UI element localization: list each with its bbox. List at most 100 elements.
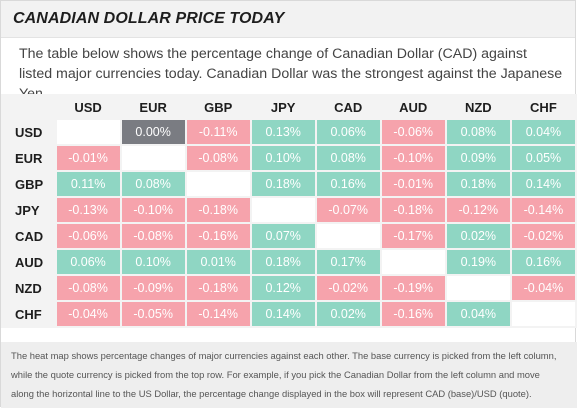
heatmap-footnote: The heat map shows percentage changes of… (1, 342, 577, 408)
heatmap-cell-chf-chf (511, 302, 575, 326)
widget-header: CANADIAN DOLLAR PRICE TODAY (1, 1, 575, 38)
heatmap-cell-aud-chf: 0.16% (511, 250, 575, 274)
heatmap-cell-aud-jpy: 0.18% (251, 250, 315, 274)
heatmap-cell-cad-jpy: 0.07% (251, 224, 315, 248)
heatmap: USD EUR GBP JPY CAD AUD NZD CHF USD 0.00% -0.11% 0… (1, 94, 577, 328)
heatmap-cell-usd-usd (56, 120, 120, 144)
heatmap-row-aud: AUD 0.06% 0.10% 0.01% 0.18% 0.17% 0.19% 0.16% (11, 250, 575, 274)
row-header-chf: CHF (15, 306, 42, 322)
heatmap-cell-nzd-gbp: -0.18% (186, 276, 250, 300)
heatmap-row-gbp: GBP 0.11% 0.08% 0.18% 0.16% -0.01% 0.18% 0.14% (11, 172, 575, 196)
heatmap-cell-gbp-cad: 0.16% (316, 172, 380, 196)
widget-description: The table below shows the percentage cha… (19, 46, 563, 102)
heatmap-row-cad: CAD -0.06% -0.08% -0.16% 0.07% -0.17% 0.02% -0.… (11, 224, 575, 248)
heatmap-corner (11, 96, 55, 118)
heatmap-cell-cad-cad (316, 224, 380, 248)
heatmap-cell-usd-jpy: 0.13% (251, 120, 315, 144)
column-header-eur: EUR (139, 99, 167, 115)
row-header-eur: EUR (15, 150, 43, 166)
heatmap-cell-aud-usd: 0.06% (56, 250, 120, 274)
heatmap-cell-jpy-gbp: -0.18% (186, 198, 250, 222)
heatmap-cell-cad-chf: -0.02% (511, 224, 575, 248)
column-header-nzd: NZD (464, 99, 492, 115)
heatmap-cell-gbp-aud: -0.01% (381, 172, 445, 196)
heatmap-table: USD EUR GBP JPY CAD AUD NZD CHF USD 0.00% -0.11% 0… (9, 94, 577, 328)
column-header-jpy: JPY (270, 99, 296, 115)
heatmap-cell-usd-nzd: 0.08% (446, 120, 510, 144)
heatmap-cell-usd-cad: 0.06% (316, 120, 380, 144)
heatmap-cell-usd-aud: -0.06% (381, 120, 445, 144)
column-header-gbp: GBP (204, 99, 233, 115)
heatmap-cell-chf-gbp: -0.14% (186, 302, 250, 326)
heatmap-cell-aud-nzd: 0.19% (446, 250, 510, 274)
heatmap-cell-chf-nzd: 0.04% (446, 302, 510, 326)
heatmap-cell-eur-gbp: -0.08% (186, 146, 250, 170)
heatmap-cell-chf-eur: -0.05% (121, 302, 185, 326)
column-header-aud: AUD (399, 99, 428, 115)
heatmap-cell-gbp-eur: 0.08% (121, 172, 185, 196)
heatmap-cell-gbp-chf: 0.14% (511, 172, 575, 196)
row-header-cad: CAD (15, 228, 44, 244)
heatmap-cell-eur-chf: 0.05% (511, 146, 575, 170)
heatmap-cell-eur-nzd: 0.09% (446, 146, 510, 170)
row-header-nzd: NZD (15, 280, 42, 296)
heatmap-cell-jpy-chf: -0.14% (511, 198, 575, 222)
heatmap-cell-aud-gbp: 0.01% (186, 250, 250, 274)
heatmap-cell-cad-aud: -0.17% (381, 224, 445, 248)
heatmap-cell-eur-aud: -0.10% (381, 146, 445, 170)
heatmap-cell-nzd-nzd (446, 276, 510, 300)
column-header-usd: USD (74, 99, 102, 115)
heatmap-cell-aud-cad: 0.17% (316, 250, 380, 274)
footnote-line: while the quote currency is picked from … (11, 369, 540, 380)
heatmap-cell-gbp-gbp (186, 172, 250, 196)
heatmap-cell-nzd-jpy: 0.12% (251, 276, 315, 300)
heatmap-cell-nzd-chf: -0.04% (511, 276, 575, 300)
heatmap-cell-nzd-aud: -0.19% (381, 276, 445, 300)
heatmap-cell-usd-chf: 0.04% (511, 120, 575, 144)
heatmap-cell-jpy-aud: -0.18% (381, 198, 445, 222)
heatmap-cell-chf-jpy: 0.14% (251, 302, 315, 326)
heatmap-cell-jpy-usd: -0.13% (56, 198, 120, 222)
heatmap-row-usd: USD 0.00% -0.11% 0.13% 0.06% -0.06% 0.08% 0.04% (11, 120, 575, 144)
heatmap-cell-chf-cad: 0.02% (316, 302, 380, 326)
heatmap-cell-cad-gbp: -0.16% (186, 224, 250, 248)
heatmap-cell-eur-eur (121, 146, 185, 170)
row-header-jpy: JPY (15, 202, 40, 218)
heatmap-cell-cad-nzd: 0.02% (446, 224, 510, 248)
heatmap-cell-chf-usd: -0.04% (56, 302, 120, 326)
heatmap-cell-usd-eur: 0.00% (121, 120, 185, 144)
heatmap-cell-jpy-nzd: -0.12% (446, 198, 510, 222)
heatmap-cell-chf-aud: -0.16% (381, 302, 445, 326)
heatmap-cell-eur-jpy: 0.10% (251, 146, 315, 170)
heatmap-row-chf: CHF -0.04% -0.05% -0.14% 0.14% 0.02% -0.16% 0.0… (11, 302, 575, 326)
heatmap-row-eur: EUR -0.01% -0.08% 0.10% 0.08% -0.10% 0.09% 0.05… (11, 146, 575, 170)
widget-title: CANADIAN DOLLAR PRICE TODAY (13, 10, 285, 27)
heatmap-cell-nzd-usd: -0.08% (56, 276, 120, 300)
heatmap-header-row: USD EUR GBP JPY CAD AUD NZD CHF (11, 96, 575, 118)
heatmap-cell-jpy-cad: -0.07% (316, 198, 380, 222)
heatmap-cell-usd-gbp: -0.11% (186, 120, 250, 144)
row-header-aud: AUD (15, 254, 44, 270)
row-header-usd: USD (15, 124, 43, 140)
heatmap-cell-jpy-jpy (251, 198, 315, 222)
heatmap-body: USD 0.00% -0.11% 0.13% 0.06% -0.06% 0.08% 0.04%… (11, 120, 575, 326)
footnote-line: The heat map shows percentage changes of… (11, 350, 557, 361)
heatmap-cell-gbp-nzd: 0.18% (446, 172, 510, 196)
row-header-gbp: GBP (15, 176, 44, 192)
heatmap-cell-eur-usd: -0.01% (56, 146, 120, 170)
heatmap-cell-aud-eur: 0.10% (121, 250, 185, 274)
heatmap-cell-eur-cad: 0.08% (316, 146, 380, 170)
heatmap-cell-gbp-usd: 0.11% (56, 172, 120, 196)
heatmap-row-nzd: NZD -0.08% -0.09% -0.18% 0.12% -0.02% -0.19% -0… (11, 276, 575, 300)
heatmap-cell-aud-aud (381, 250, 445, 274)
column-header-cad: CAD (334, 99, 363, 115)
heatmap-cell-gbp-jpy: 0.18% (251, 172, 315, 196)
heatmap-cell-cad-usd: -0.06% (56, 224, 120, 248)
heatmap-cell-cad-eur: -0.08% (121, 224, 185, 248)
heatmap-cell-nzd-cad: -0.02% (316, 276, 380, 300)
heatmap-cell-jpy-eur: -0.10% (121, 198, 185, 222)
heatmap-cell-nzd-eur: -0.09% (121, 276, 185, 300)
footnote-line: along the horizontal line to the US Doll… (11, 388, 532, 399)
column-header-chf: CHF (530, 99, 557, 115)
